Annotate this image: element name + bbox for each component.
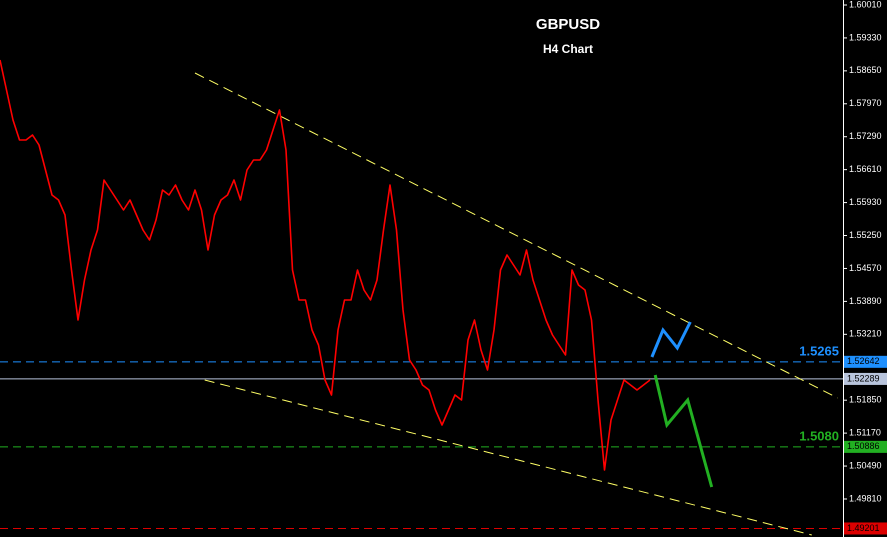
y-tick-label: 1.51170: [849, 427, 881, 437]
level-note: 1.5265: [799, 343, 839, 358]
price-label-box: [844, 372, 887, 385]
price-label: 1.49201: [847, 523, 880, 533]
y-tick-label: 1.57290: [849, 131, 882, 141]
price-label: 1.52289: [847, 373, 880, 383]
price-label: 1.50886: [847, 441, 880, 451]
y-tick-label: 1.58650: [849, 65, 882, 75]
price-label-box: [844, 355, 887, 368]
y-tick-label: 1.53890: [849, 296, 882, 306]
price-label-box: [844, 440, 887, 453]
y-tick-label: 1.54570: [849, 263, 882, 273]
y-tick-label: 1.59330: [849, 32, 882, 42]
chart-subtitle: H4 Chart: [543, 42, 593, 56]
projection: [653, 374, 714, 488]
y-tick-label: 1.51850: [849, 395, 882, 405]
y-tick-label: 1.55930: [849, 197, 882, 207]
y-tick-label: 1.57970: [849, 98, 882, 108]
level-note: 1.5080: [799, 428, 839, 443]
chart-title: GBPUSD: [536, 16, 600, 33]
y-tick-label: 1.56610: [849, 164, 882, 174]
y-tick-label: 1.53210: [849, 329, 882, 339]
projection: [650, 321, 692, 358]
y-tick-label: 1.55250: [849, 230, 882, 240]
trendline: [204, 379, 812, 536]
y-tick-label: 1.60010: [849, 0, 882, 9]
price-line: [0, 59, 651, 471]
y-tick-label: 1.49810: [849, 493, 882, 503]
y-tick-label: 1.50490: [849, 460, 882, 470]
trendline: [194, 72, 839, 399]
price-label: 1.52642: [847, 356, 880, 366]
plot-area: [0, 59, 843, 536]
price-label-box: [844, 522, 887, 535]
